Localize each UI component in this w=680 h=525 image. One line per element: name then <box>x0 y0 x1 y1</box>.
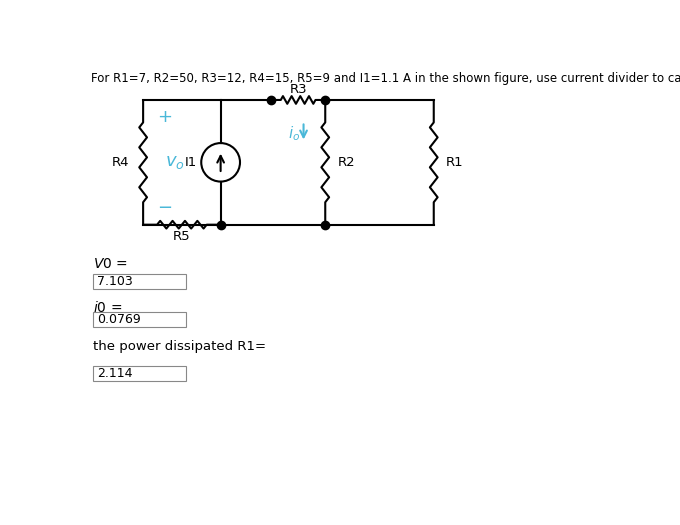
Text: 0.0769: 0.0769 <box>97 313 140 326</box>
FancyBboxPatch shape <box>92 365 186 381</box>
Text: R3: R3 <box>289 82 307 96</box>
Text: 7.103: 7.103 <box>97 275 133 288</box>
Text: $i0$ =: $i0$ = <box>92 300 122 315</box>
Text: I1: I1 <box>185 156 197 169</box>
Text: R2: R2 <box>338 156 355 169</box>
Text: $i_o$: $i_o$ <box>288 124 301 143</box>
Text: −: − <box>157 199 172 217</box>
FancyBboxPatch shape <box>92 312 186 327</box>
Text: R5: R5 <box>173 230 190 243</box>
Text: $v_o$: $v_o$ <box>165 153 184 171</box>
Text: For R1=7, R2=50, R3=12, R4=15, R5=9 and I1=1.1 A in the shown figure, use curren: For R1=7, R2=50, R3=12, R4=15, R5=9 and … <box>91 72 680 85</box>
FancyBboxPatch shape <box>92 274 186 289</box>
Text: the power dissipated R1=: the power dissipated R1= <box>92 340 266 353</box>
Text: R1: R1 <box>446 156 464 169</box>
Text: +: + <box>157 108 172 126</box>
Text: 2.114: 2.114 <box>97 367 132 380</box>
Text: $V0$ =: $V0$ = <box>92 257 128 271</box>
Text: R4: R4 <box>112 156 129 169</box>
